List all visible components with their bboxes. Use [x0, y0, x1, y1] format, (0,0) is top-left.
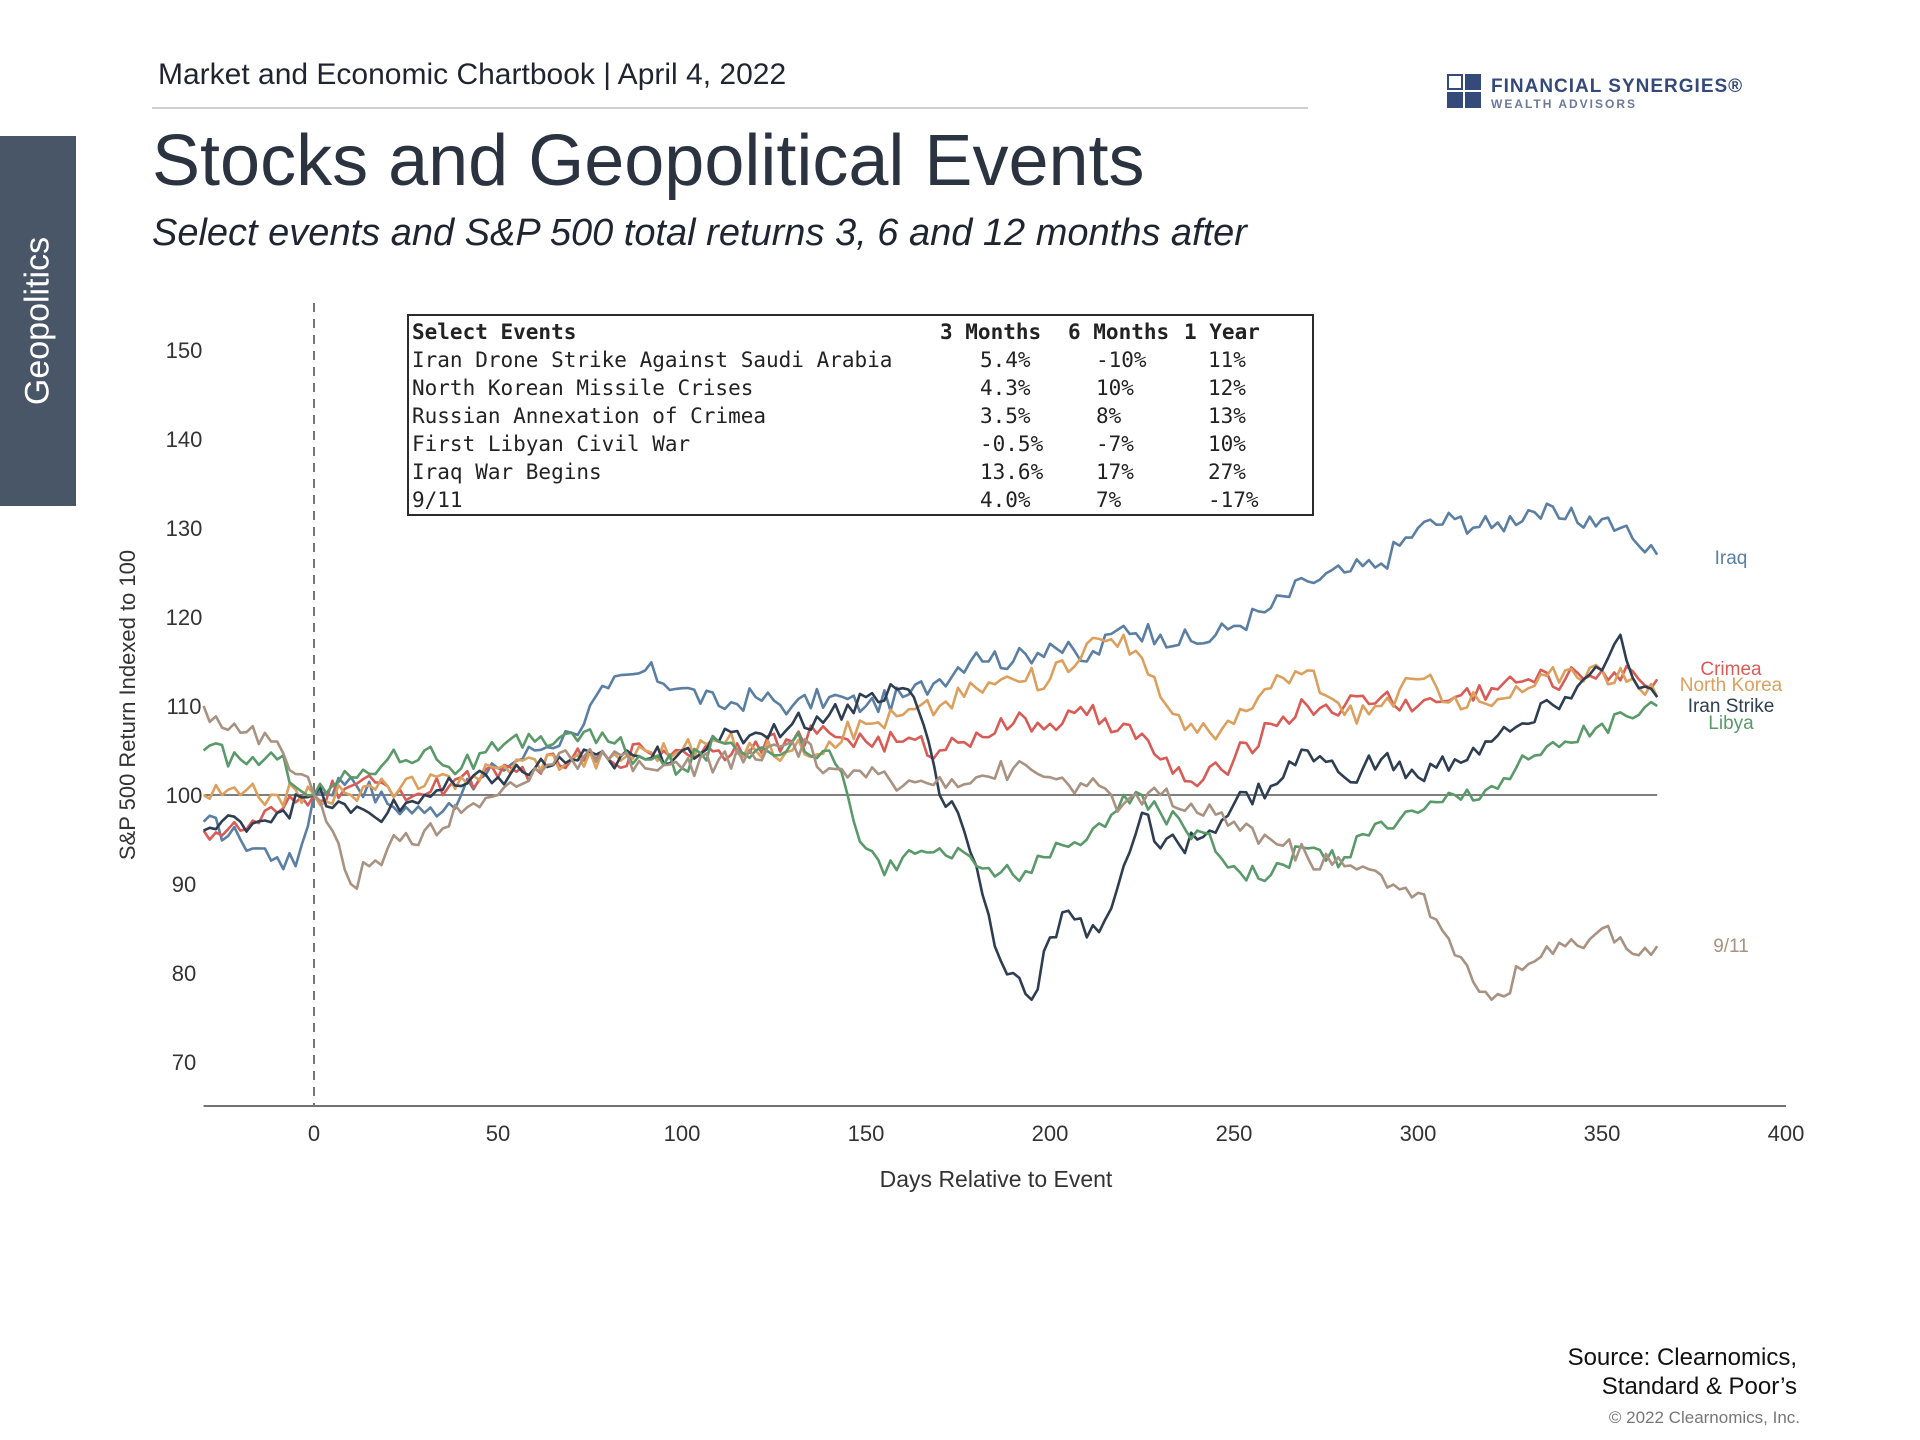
- series-label-north-korea: North Korea: [1680, 675, 1783, 696]
- series-line-iran-strike: [203, 633, 1659, 1001]
- x-axis-title: Days Relative to Event: [880, 1166, 1113, 1192]
- table-cell-1y: 10%: [1208, 432, 1246, 456]
- series-line-libya: [202, 700, 1658, 883]
- table-row: 9/11 4.0% 7% -17%: [412, 488, 1307, 516]
- table-cell-event: Russian Annexation of Crimea: [412, 404, 767, 428]
- series-line-crimea: [202, 664, 1659, 841]
- page-title: Stocks and Geopolitical Events: [152, 121, 1145, 201]
- table-row: First Libyan Civil War -0.5% -7% 10%: [412, 432, 1307, 460]
- y-tick-label: 140: [166, 427, 203, 452]
- table-header-event: Select Events: [412, 320, 577, 344]
- x-tick-label: 350: [1584, 1121, 1621, 1146]
- events-table: Select Events 3 Months 6 Months 1 Year I…: [407, 314, 1314, 516]
- y-tick-label: 70: [172, 1050, 196, 1075]
- table-cell-event: Iran Drone Strike Against Saudi Arabia: [412, 348, 893, 372]
- series-label-9-11: 9/11: [1713, 936, 1749, 957]
- table-cell-event: North Korean Missile Crises: [412, 376, 754, 400]
- table-cell-6m: 10%: [1096, 376, 1134, 400]
- table-cell-3m: 4.0%: [980, 488, 1031, 512]
- y-tick-label: 80: [172, 961, 196, 986]
- x-tick-label: 50: [486, 1121, 510, 1146]
- x-tick-label: 100: [664, 1121, 701, 1146]
- source-line-2: Standard & Poor’s: [1601, 1373, 1797, 1400]
- x-tick-label: 0: [308, 1121, 320, 1146]
- table-header-3m: 3 Months: [940, 320, 1042, 344]
- table-row: Iran Drone Strike Against Saudi Arabia 5…: [412, 348, 1307, 376]
- source-line-1: Source: Clearnomics,: [1567, 1344, 1797, 1371]
- page-subtitle: Select events and S&P 500 total returns …: [152, 212, 1247, 254]
- table-cell-event: 9/11: [412, 488, 463, 512]
- y-tick-label: 100: [166, 783, 203, 808]
- series-label-crimea: Crimea: [1700, 659, 1762, 680]
- table-cell-6m: 7%: [1096, 488, 1122, 512]
- table-cell-event: Iraq War Begins: [412, 460, 602, 484]
- x-tick-label: 200: [1032, 1121, 1069, 1146]
- y-tick-label: 130: [166, 516, 203, 541]
- series-label-iraq: Iraq: [1715, 548, 1748, 569]
- table-row: Iraq War Begins 13.6% 17% 27%: [412, 460, 1307, 488]
- table-cell-1y: 27%: [1208, 460, 1246, 484]
- table-cell-3m: 4.3%: [980, 376, 1031, 400]
- table-header-6m: 6 Months: [1068, 320, 1170, 344]
- section-tab: Geopolitics: [0, 136, 76, 506]
- table-cell-1y: 11%: [1208, 348, 1246, 372]
- logo-mark-icon: [1447, 74, 1483, 110]
- x-tick-label: 300: [1400, 1121, 1437, 1146]
- table-cell-3m: 5.4%: [980, 348, 1031, 372]
- source-note: Source: Clearnomics, Standard & Poor’s: [1460, 1343, 1797, 1401]
- table-header-1y: 1 Year: [1184, 320, 1260, 344]
- table-row: Russian Annexation of Crimea 3.5% 8% 13%: [412, 404, 1307, 432]
- table-cell-1y: -17%: [1208, 488, 1259, 512]
- events-table-header: Select Events 3 Months 6 Months 1 Year: [412, 320, 1307, 348]
- table-cell-event: First Libyan Civil War: [412, 432, 691, 456]
- table-cell-6m: -10%: [1096, 348, 1147, 372]
- table-cell-6m: 17%: [1096, 460, 1134, 484]
- x-tick-label: 150: [848, 1121, 885, 1146]
- series-line-iraq: [202, 502, 1659, 871]
- table-cell-1y: 12%: [1208, 376, 1246, 400]
- x-tick-label: 250: [1216, 1121, 1253, 1146]
- table-cell-3m: -0.5%: [980, 432, 1044, 456]
- chartbook-header: Market and Economic Chartbook | April 4,…: [158, 58, 787, 91]
- y-tick-label: 150: [166, 338, 203, 363]
- y-tick-label: 90: [172, 872, 196, 897]
- table-cell-6m: 8%: [1096, 404, 1122, 428]
- table-row: North Korean Missile Crises 4.3% 10% 12%: [412, 376, 1307, 404]
- logo-subtitle: WEALTH ADVISORS: [1491, 97, 1637, 111]
- y-tick-label: 110: [166, 694, 201, 719]
- y-axis-title: S&P 500 Return Indexed to 100: [115, 550, 140, 860]
- logo-name: FINANCIAL SYNERGIES®: [1491, 76, 1744, 97]
- copyright-note: © 2022 Clearnomics, Inc.: [1608, 1408, 1800, 1427]
- series-label-libya: Libya: [1708, 713, 1754, 734]
- y-tick-label: 120: [166, 605, 203, 630]
- header-divider: [152, 107, 1308, 109]
- x-tick-label: 400: [1768, 1121, 1805, 1146]
- series-line-north-korea: [202, 633, 1659, 808]
- series-line-9-11: [202, 705, 1659, 1001]
- table-cell-6m: -7%: [1096, 432, 1134, 456]
- company-logo: FINANCIAL SYNERGIES® WEALTH ADVISORS: [1447, 74, 1757, 114]
- series-label-iran-strike: Iran Strike: [1688, 696, 1775, 717]
- table-cell-3m: 13.6%: [980, 460, 1044, 484]
- table-cell-1y: 13%: [1208, 404, 1246, 428]
- table-cell-3m: 3.5%: [980, 404, 1031, 428]
